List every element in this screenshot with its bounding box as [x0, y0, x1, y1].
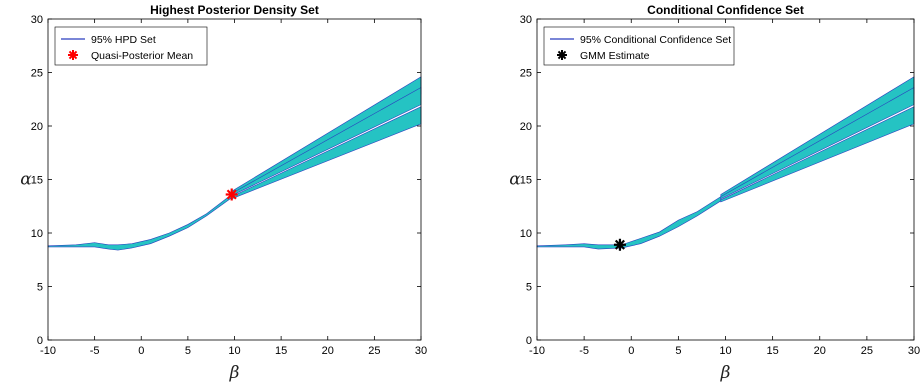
x-tick-label: 10	[719, 345, 731, 357]
x-axis-label: β	[720, 363, 731, 383]
legend: 95% Conditional Confidence Set GMM Estima…	[543, 26, 735, 66]
y-axis-label: α	[20, 170, 32, 190]
region-trunk-right	[621, 196, 722, 249]
legend-marker-swatch	[557, 50, 567, 60]
x-tick-label: -10	[40, 345, 56, 357]
x-tick-label: 5	[185, 345, 191, 357]
y-tick-label: 30	[520, 14, 532, 26]
y-tick-label: 5	[37, 282, 43, 294]
confidence-region	[47, 76, 422, 251]
y-tick-label: 15	[31, 175, 43, 187]
hpd-panel: -10 -5 0 5 10 15 20 25 30 0 5 10 15 20 25 30 Highest Pos…	[20, 3, 427, 383]
y-tick-label: 0	[37, 335, 43, 347]
y-tick-label: 20	[520, 121, 532, 133]
x-tick-label: 10	[228, 345, 240, 357]
x-tick-label: 30	[908, 345, 920, 357]
x-tick-label: 20	[814, 345, 826, 357]
x-axis-label: β	[229, 363, 240, 383]
legend-entry: 95% Conditional Confidence Set	[580, 34, 731, 46]
legend-box	[54, 26, 208, 66]
confidence-region	[536, 76, 915, 250]
region-branch-upper	[720, 76, 915, 199]
x-tick-label: -10	[529, 345, 545, 357]
x-tick-label: 0	[138, 345, 144, 357]
y-tick-label: 10	[520, 228, 532, 240]
region-branch-middle	[231, 86, 422, 197]
legend-box	[543, 26, 735, 66]
chart-title: Highest Posterior Density Set	[150, 3, 319, 17]
x-tick-label: 30	[415, 345, 427, 357]
x-tick-label: -5	[90, 345, 100, 357]
x-tick-label: 20	[322, 345, 334, 357]
y-tick-label: 30	[31, 14, 43, 26]
legend-marker-swatch	[68, 50, 78, 60]
region-branch-middle	[720, 86, 915, 200]
legend-entry: Quasi-Posterior Mean	[91, 50, 193, 62]
region-branch-upper	[231, 76, 422, 195]
y-tick-label: 0	[526, 335, 532, 347]
point-marker	[225, 188, 238, 201]
x-tick-label: 25	[861, 345, 873, 357]
y-tick-label: 5	[526, 282, 532, 294]
y-axis-label: α	[509, 170, 521, 190]
x-tick-label: 15	[275, 345, 287, 357]
x-tick-label: 25	[368, 345, 380, 357]
point-marker	[613, 238, 626, 251]
legend-entry: GMM Estimate	[580, 50, 650, 62]
x-tick-label: 5	[675, 345, 681, 357]
y-tick-label: 25	[31, 68, 43, 80]
axes-box	[47, 18, 422, 341]
x-tick-label: -5	[579, 345, 589, 357]
y-tick-label: 25	[520, 68, 532, 80]
x-tick-label: 0	[628, 345, 634, 357]
ccs-panel: -10 -5 0 5 10 15 20 25 30 0 5 10 15 20 25 30 Conditional…	[509, 3, 920, 383]
legend-entry: 95% HPD Set	[91, 34, 156, 46]
y-tick-label: 20	[31, 121, 43, 133]
x-tick-label: 15	[767, 345, 779, 357]
y-tick-label: 15	[520, 175, 532, 187]
chart-title: Conditional Confidence Set	[647, 3, 804, 17]
region-trunk-left	[536, 243, 623, 250]
region-branch-lower	[720, 106, 915, 203]
y-tick-label: 10	[31, 228, 43, 240]
region-trunk	[47, 193, 233, 251]
region-branch-lower	[231, 106, 422, 200]
legend: 95% HPD Set Quasi-Posterior Mean	[54, 26, 208, 66]
axes-box	[536, 18, 915, 341]
